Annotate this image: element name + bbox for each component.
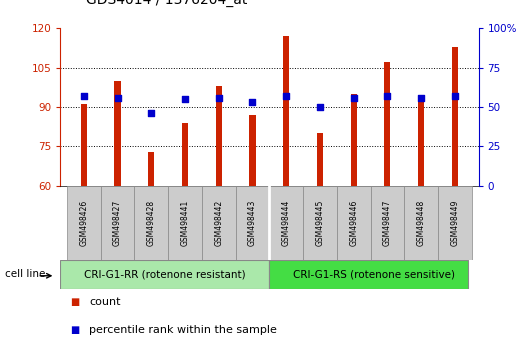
Point — [282, 93, 290, 99]
Text: GSM498448: GSM498448 — [417, 200, 426, 246]
Bar — [100, 186, 134, 260]
Bar — [384, 62, 391, 186]
Point — [383, 93, 392, 99]
Bar — [60, 260, 269, 289]
Bar — [115, 81, 120, 186]
Bar — [438, 186, 472, 260]
Bar — [67, 186, 100, 260]
Text: GSM498427: GSM498427 — [113, 200, 122, 246]
Text: percentile rank within the sample: percentile rank within the sample — [89, 325, 277, 335]
Point — [316, 104, 324, 110]
Bar — [148, 152, 154, 186]
Point — [349, 95, 358, 101]
Bar — [269, 186, 303, 260]
Bar — [317, 133, 323, 186]
Text: GSM498426: GSM498426 — [79, 200, 88, 246]
Bar — [337, 186, 371, 260]
Text: GSM498447: GSM498447 — [383, 200, 392, 246]
Point — [181, 96, 189, 102]
Bar — [269, 260, 469, 289]
Point — [147, 110, 155, 116]
Bar — [452, 47, 458, 186]
Bar — [371, 186, 404, 260]
Text: GDS4014 / 1376204_at: GDS4014 / 1376204_at — [86, 0, 248, 7]
Point — [79, 93, 88, 99]
Bar — [350, 94, 357, 186]
Point — [451, 93, 459, 99]
Text: GSM498441: GSM498441 — [180, 200, 189, 246]
Text: GSM498442: GSM498442 — [214, 200, 223, 246]
Bar — [249, 115, 256, 186]
Point — [214, 95, 223, 101]
Bar — [404, 186, 438, 260]
Bar — [303, 186, 337, 260]
Text: GSM498445: GSM498445 — [315, 200, 324, 246]
Text: ■: ■ — [71, 297, 80, 307]
Text: GSM498428: GSM498428 — [147, 200, 156, 246]
Point — [248, 99, 257, 105]
Text: GSM498449: GSM498449 — [450, 200, 459, 246]
Bar — [168, 186, 202, 260]
Text: GSM498446: GSM498446 — [349, 200, 358, 246]
Bar — [202, 186, 235, 260]
Bar — [134, 186, 168, 260]
Bar — [215, 86, 222, 186]
Text: ■: ■ — [71, 325, 80, 335]
Bar — [283, 36, 289, 186]
Text: cell line: cell line — [5, 269, 46, 279]
Bar — [81, 104, 87, 186]
Text: CRI-G1-RR (rotenone resistant): CRI-G1-RR (rotenone resistant) — [84, 269, 246, 279]
Bar — [418, 97, 424, 186]
Text: count: count — [89, 297, 120, 307]
Text: GSM498443: GSM498443 — [248, 200, 257, 246]
Point — [417, 95, 425, 101]
Text: GSM498444: GSM498444 — [282, 200, 291, 246]
Bar — [182, 123, 188, 186]
Text: CRI-G1-RS (rotenone sensitive): CRI-G1-RS (rotenone sensitive) — [293, 269, 455, 279]
Point — [113, 95, 122, 101]
Bar — [235, 186, 269, 260]
